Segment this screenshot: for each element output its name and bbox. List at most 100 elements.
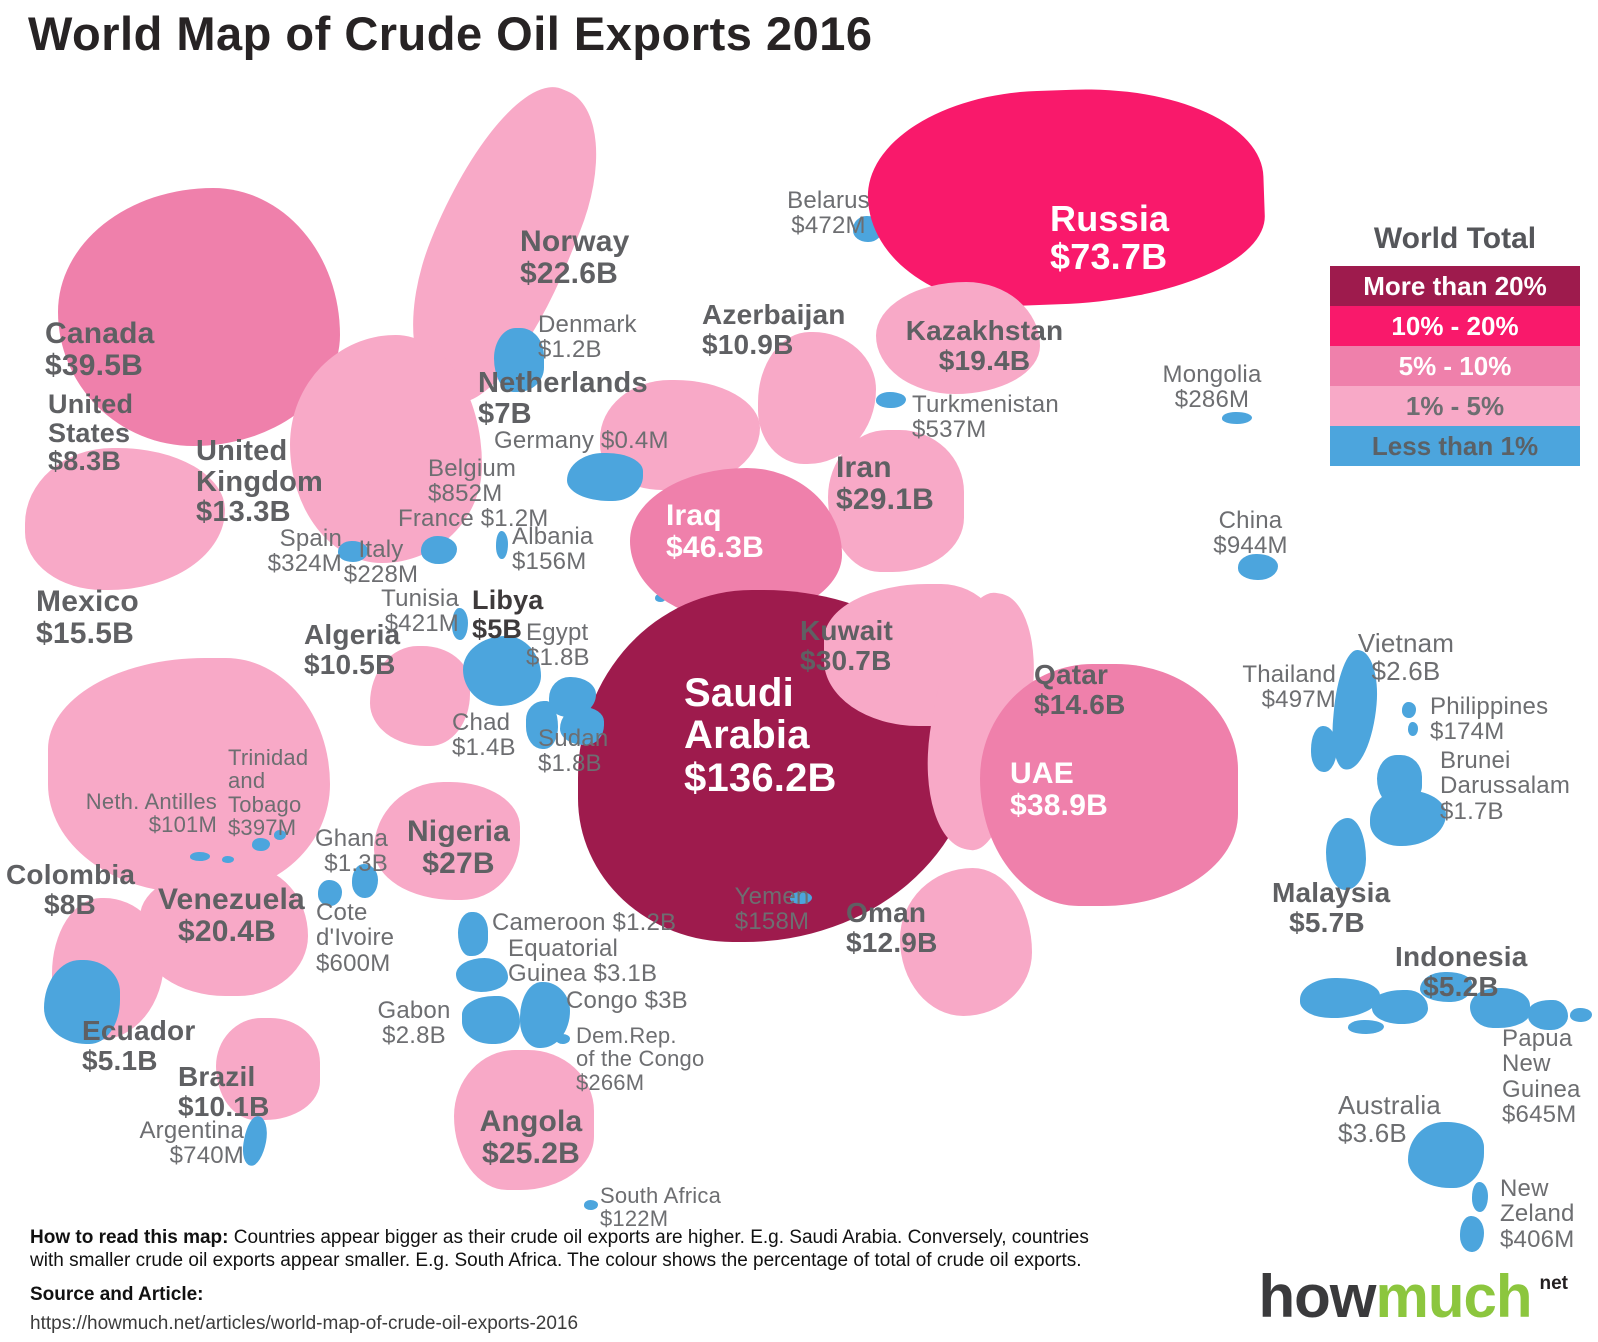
country-shape-indonesia: [1348, 1020, 1384, 1034]
legend: World Total More than 20% 10% - 20% 5% - 1…: [1330, 222, 1580, 466]
country-shape-uae: [980, 664, 1238, 906]
legend-heading: World Total: [1373, 222, 1537, 255]
logo-net: net: [1539, 1273, 1569, 1294]
country-label-uae: UAE $38.9B: [1010, 757, 1108, 822]
country-label-ghana: Ghana $1.3B: [314, 825, 388, 878]
country-label-nigeria: Nigeria $27B: [406, 815, 511, 880]
country-label-albania: Albania $156M: [512, 523, 594, 576]
country-label-spain: Spain $324M: [267, 525, 342, 578]
country-shape-australia: [1408, 1122, 1484, 1188]
country-label-australia: Australia $3.6B: [1338, 1090, 1441, 1148]
country-label-philippines: Philippines $174M: [1430, 693, 1549, 746]
country-label-egypt: Egypt $1.8B: [526, 619, 590, 672]
legend-item: 5% - 10%: [1330, 346, 1580, 386]
country-label-neth-antilles: Neth. Antilles $101M: [85, 789, 217, 838]
footer: How to read this map: Countries appear b…: [30, 1226, 1530, 1342]
country-shape-new-zeland: [1472, 1182, 1488, 1212]
country-shape-china: [1238, 554, 1278, 580]
country-shape-turkmenistan: [876, 392, 906, 408]
country-label-united-kingdom: United Kingdom $13.3B: [196, 435, 324, 529]
country-label-belgium: Belgium $852M: [428, 455, 517, 508]
country-shape-nigeria: [374, 782, 520, 900]
country-shape-chad: [526, 701, 558, 749]
how-to-read-line-2: with smaller crude oil exports appear sm…: [30, 1250, 1082, 1272]
country-label-brazil: Brazil $10.1B: [178, 1061, 270, 1122]
country-shape-philippines: [1408, 722, 1418, 736]
country-shape-tunisia: [452, 608, 468, 640]
country-label-denmark: Denmark $1.2B: [538, 311, 637, 364]
country-label-new-zeland: New Zeland $406M: [1500, 1175, 1575, 1253]
country-label-canada: Canada $39.5B: [45, 317, 155, 382]
country-label-thailand: Thailand $497M: [1242, 661, 1336, 714]
country-shape-denmark: [494, 328, 544, 392]
country-label-papua-new-guinea: Papua New Guinea $645M: [1502, 1025, 1581, 1129]
country-label-congo: Congo $3B: [566, 987, 688, 1014]
legend-item: More than 20%: [1330, 266, 1580, 306]
country-label-oman: Oman $12.9B: [846, 897, 938, 958]
country-label-brunei-darussalam: Brunei Darussalam $1.7B: [1440, 747, 1571, 825]
country-label-colombia: Colombia $8B: [6, 859, 136, 920]
country-shape-south-africa: [584, 1200, 598, 1210]
country-label-chad: Chad $1.4B: [452, 709, 516, 762]
country-shape-indonesia: [1372, 990, 1428, 1024]
country-shape-thailand: [1311, 726, 1337, 772]
legend-item: 10% - 20%: [1330, 306, 1580, 346]
country-shape-yemen: [790, 892, 812, 904]
country-shape-equatorial-guinea: [456, 958, 508, 992]
country-shape-libya: [463, 636, 541, 706]
country-label-mongolia: Mongolia $286M: [1162, 361, 1262, 414]
country-label-russia: Russia $73.7B: [1050, 198, 1170, 278]
country-shape-belgium: [567, 453, 643, 501]
country-shape-cote-d-ivoire: [318, 880, 342, 906]
country-label-italy: Italy $228M: [343, 536, 419, 589]
country-shape-neth-antilles: [190, 852, 210, 861]
legend-items: More than 20% 10% - 20% 5% - 10% 1% - 5% Les…: [1330, 266, 1580, 466]
country-label-norway: Norway $22.6B: [520, 225, 630, 290]
country-label-angola: Angola $25.2B: [479, 1105, 583, 1170]
country-shape-venezuela: [140, 866, 308, 996]
country-shape-neth-antilles: [222, 856, 234, 863]
country-label-gabon: Gabon $2.8B: [377, 997, 451, 1050]
country-label-china: China $944M: [1213, 507, 1288, 560]
country-shape-argentina: [239, 1114, 271, 1168]
country-label-tunisia: Tunisia $421M: [381, 585, 459, 638]
how-to-read-text: Countries appear bigger as their crude o…: [228, 1227, 1089, 1248]
country-label-germany: Germany $0.4M: [494, 427, 669, 454]
country-label-france: France $1.2M: [398, 505, 549, 532]
legend-item: 1% - 5%: [1330, 386, 1580, 426]
country-label-netherlands: Netherlands $7B: [478, 367, 648, 430]
country-label-vietnam: Vietnam $2.6B: [1357, 628, 1455, 686]
country-shape-cameroon: [458, 912, 488, 956]
how-to-read-label: How to read this map:: [30, 1227, 229, 1248]
country-shape-trinidad-and-tobago: [274, 830, 286, 840]
country-label-mexico: Mexico $15.5B: [36, 585, 139, 650]
country-label-yemen: Yemen $158M: [734, 883, 810, 936]
country-label-iran: Iran $29.1B: [836, 451, 934, 516]
country-shape-sudan: [560, 707, 604, 745]
country-shape-iran: [828, 430, 964, 572]
country-label-saudi-arabia: Saudi Arabia $136.2B: [684, 671, 837, 800]
country-shape-italy: [421, 536, 457, 564]
country-label-cameroon: Cameroon $1.2B: [492, 909, 677, 936]
country-shape-indonesia: [1470, 988, 1530, 1028]
country-shape-dem-rep-of-the-congo: [556, 1034, 570, 1044]
country-shape-new-zeland: [1460, 1216, 1484, 1252]
country-shape-malaysia: [1370, 790, 1446, 846]
country-label-qatar: Qatar $14.6B: [1034, 659, 1126, 720]
country-shape-ghana: [352, 864, 378, 898]
country-label-venezuela: Venezuela $20.4B: [158, 883, 305, 948]
country-label-cote-d-ivoire: Cote d'Ivoire $600M: [316, 899, 395, 977]
country-shape-oman: [900, 868, 1032, 1016]
country-shape-canada: [58, 188, 340, 446]
country-label-kazakhstan: Kazakhstan $19.4B: [905, 315, 1064, 376]
country-label-algeria: Algeria $10.5B: [304, 619, 401, 680]
country-shape-algeria: [370, 646, 470, 746]
country-label-malaysia: Malaysia $5.7B: [1272, 877, 1391, 938]
page-title: World Map of Crude Oil Exports 2016: [28, 7, 873, 60]
country-label-south-africa: South Africa $122M: [600, 1183, 722, 1232]
country-label-united-states: United States $8.3B: [48, 389, 134, 477]
country-label-belarus: Belarus $472M: [787, 187, 870, 240]
country-label-ecuador: Ecuador $5.1B: [82, 1015, 196, 1076]
country-shape-papua-new-guinea: [1570, 1008, 1592, 1022]
